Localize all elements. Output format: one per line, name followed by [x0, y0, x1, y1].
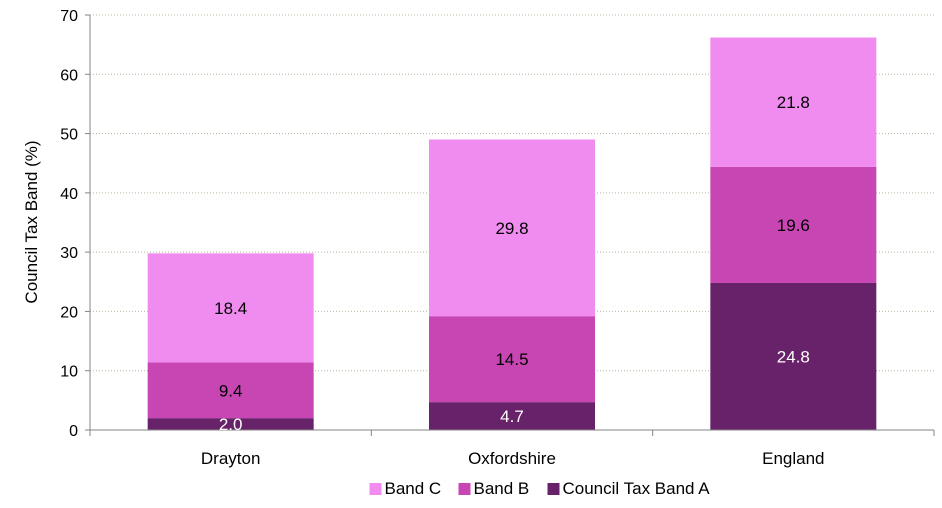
y-tick-label: 70	[60, 8, 78, 25]
bars	[147, 37, 877, 430]
bar-segment	[429, 316, 595, 403]
y-tick-label: 10	[60, 364, 78, 381]
legend-swatch	[458, 483, 471, 495]
bar-segment	[147, 418, 314, 430]
bar-segment	[710, 166, 877, 283]
y-tick-label: 0	[69, 423, 78, 440]
legend-swatch	[369, 483, 382, 495]
data-labels: 2.0 9.4 18.4 4.7 14.5 29.8 24.8 19.6 21.8	[214, 93, 810, 434]
legend-swatch	[547, 483, 560, 495]
y-tick-label: 40	[60, 186, 78, 203]
bar-segment	[429, 139, 595, 317]
data-label: 24.8	[777, 347, 810, 366]
x-category-label: Oxfordshire	[468, 449, 556, 468]
data-label: 14.5	[495, 350, 528, 369]
legend-label: Council Tax Band A	[563, 479, 711, 498]
data-label: 2.0	[219, 415, 243, 434]
data-label: 9.4	[219, 381, 243, 400]
x-category-label: England	[762, 449, 824, 468]
data-label: 19.6	[777, 216, 810, 235]
data-label: 4.7	[500, 407, 524, 426]
bar-segment	[710, 282, 877, 430]
bar-segment	[429, 402, 595, 430]
y-tick-label: 20	[60, 304, 78, 321]
bar-segment	[710, 37, 877, 167]
x-category-label: Drayton	[201, 449, 261, 468]
y-tick-label: 30	[60, 245, 78, 262]
legend-label: Band B	[474, 479, 530, 498]
y-tick-label: 60	[60, 67, 78, 84]
data-label: 18.4	[214, 299, 247, 318]
bar-segment	[147, 362, 314, 419]
axes: 0 10 20 30 40 50 60 70 Drayton Oxfordshire England	[60, 8, 935, 468]
bar-segment	[147, 253, 314, 363]
legend-label: Band C	[385, 479, 442, 498]
legend: Band C Band B Council Tax Band A	[369, 479, 711, 498]
y-tick-label: 50	[60, 127, 78, 144]
y-axis-title: Council Tax Band (%)	[22, 140, 41, 303]
data-label: 29.8	[495, 219, 528, 238]
data-label: 21.8	[777, 93, 810, 112]
